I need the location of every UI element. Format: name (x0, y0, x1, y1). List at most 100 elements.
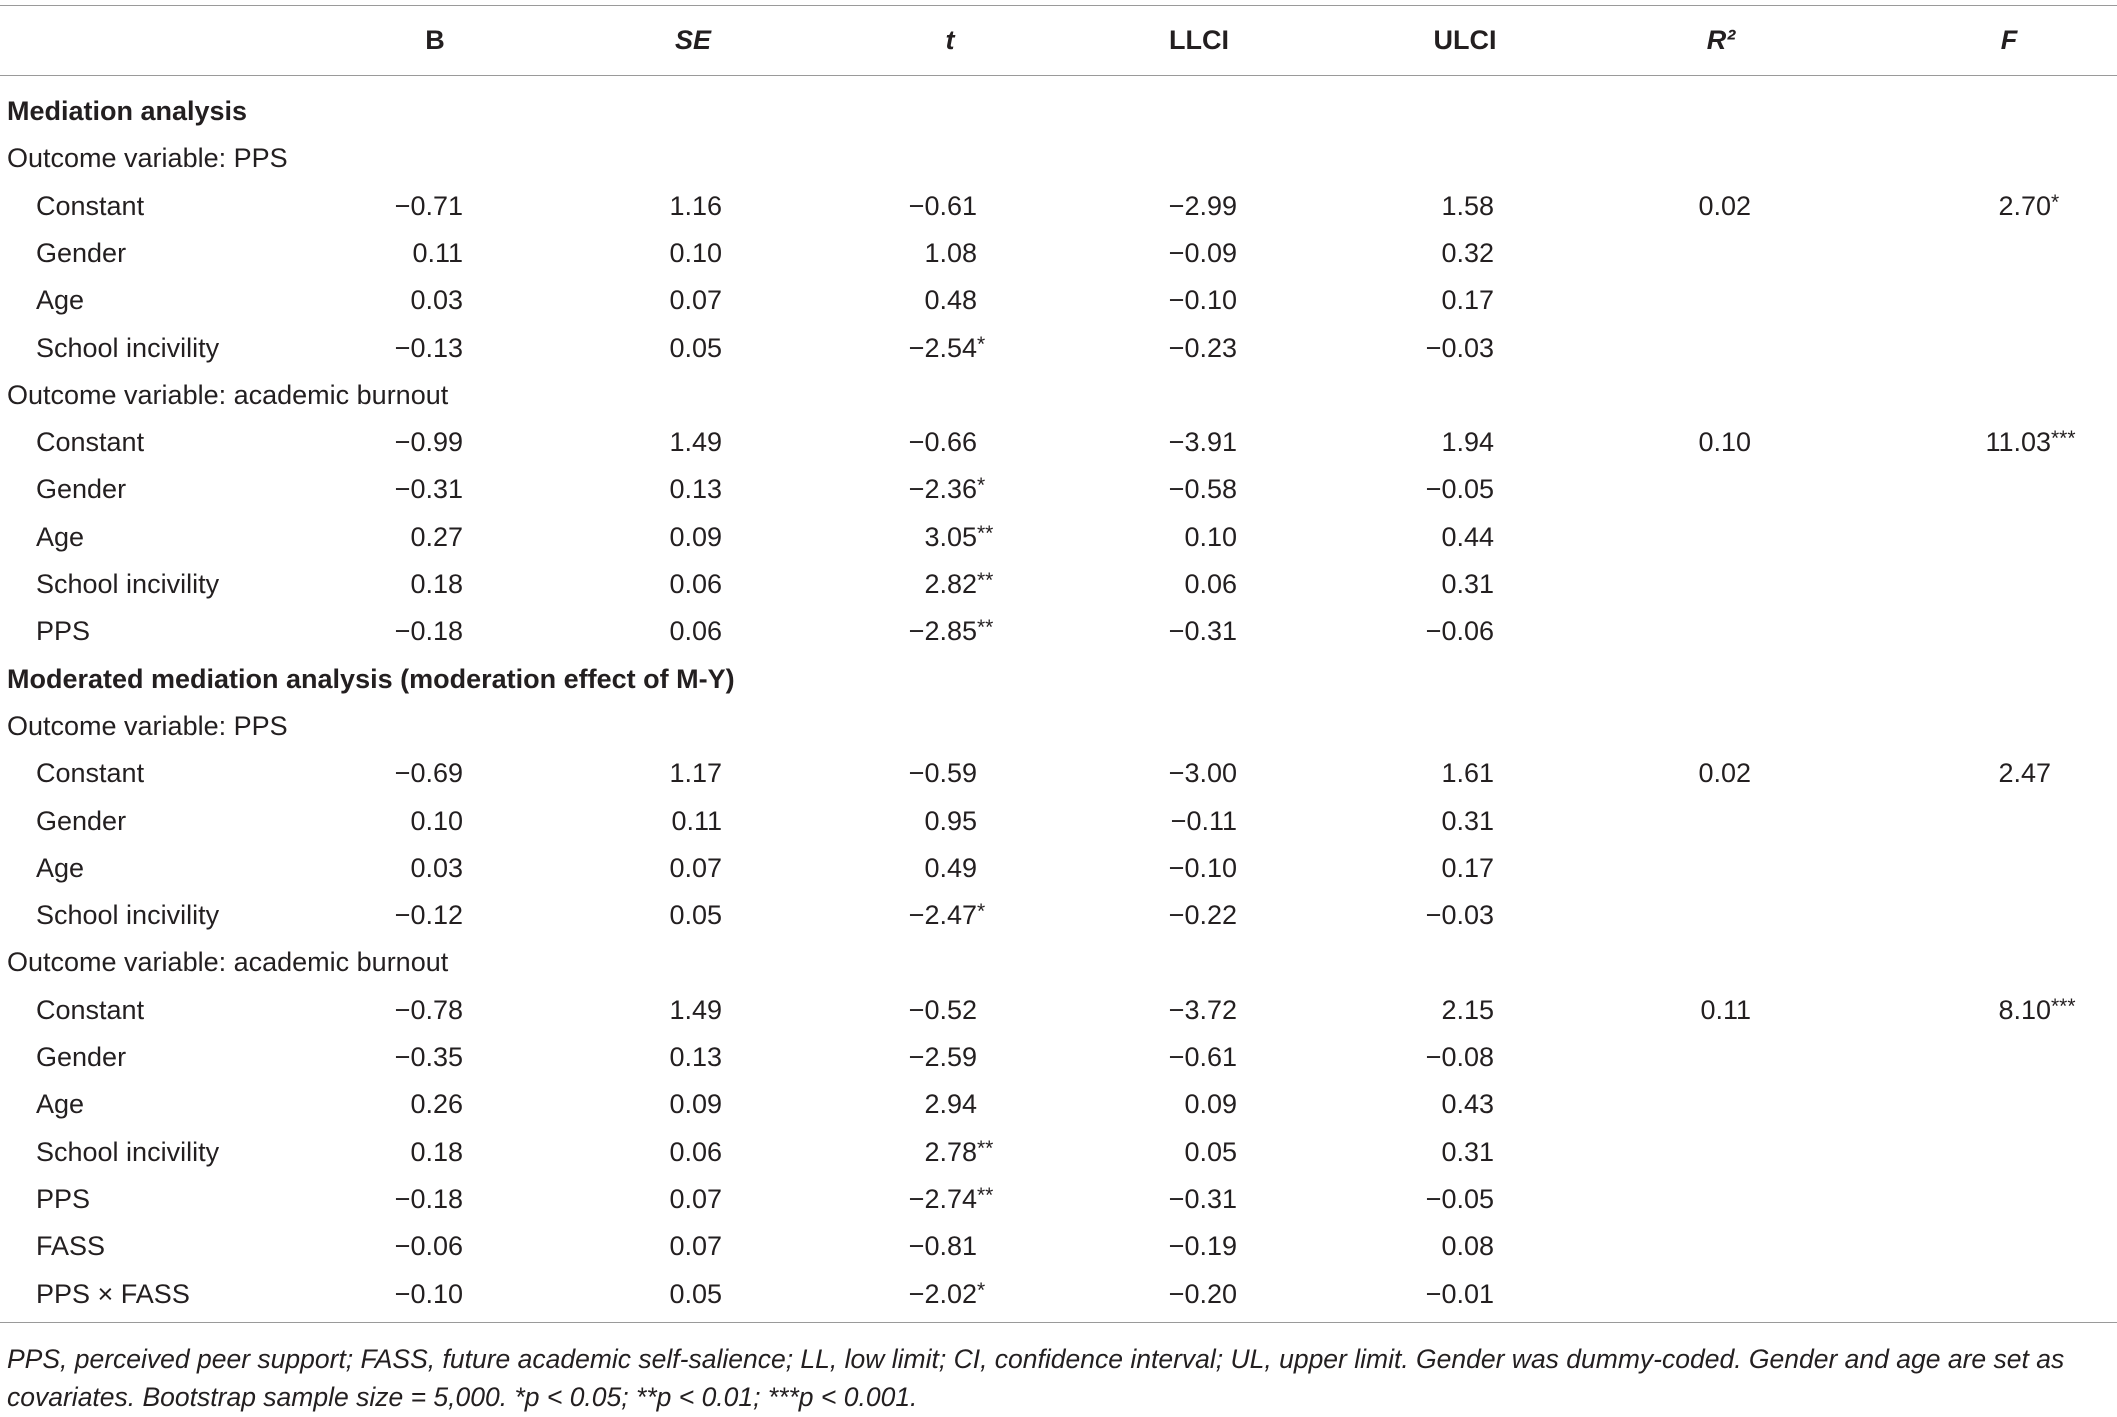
cell-value: −0.69 (394, 758, 463, 789)
cell-value: 1.16 (669, 190, 722, 221)
column-header: R² (1706, 25, 1736, 55)
cell-r2: 0.11 (1700, 994, 1751, 1025)
cell-value: 2.78 ** (924, 1136, 994, 1167)
cell-value: 0.13 (669, 474, 722, 505)
column-header: LLCI (1169, 25, 1229, 55)
cell-value: −0.10 (1168, 285, 1237, 316)
group-title: Outcome variable: academic burnout (7, 379, 449, 410)
cell-value: 2.15 (1441, 994, 1494, 1025)
cell-value: −2.36 * (908, 474, 986, 505)
cell-value: 0.06 (669, 569, 722, 599)
cell-value: 0.11 (412, 237, 463, 268)
cell-value: −0.99 (394, 427, 463, 458)
row-label: School incivility (36, 569, 220, 599)
cell-value: −0.12 (394, 900, 463, 931)
cell-value: −0.05 (1425, 1183, 1494, 1214)
cell-value: −0.06 (1425, 616, 1494, 647)
cell-value: −3.00 (1168, 758, 1237, 789)
row-label: PPS (36, 616, 91, 647)
row-label: Constant (36, 427, 145, 458)
cell-value: 0.44 (1441, 521, 1494, 552)
cell-value: 1.17 (669, 758, 722, 789)
cell-value: 0.06 (1184, 569, 1237, 599)
row-label: School incivility (36, 1136, 220, 1167)
cell-value: 0.05 (1184, 1136, 1237, 1167)
cell-value: −0.31 (1168, 1183, 1237, 1214)
group-title: Outcome variable: PPS (7, 710, 288, 741)
column-header: t (945, 25, 955, 55)
row-label: Age (36, 1089, 85, 1120)
cell-r2: 0.02 (1698, 190, 1751, 221)
cell-f: 2.47 (1998, 758, 2051, 789)
cell-value: −3.72 (1168, 994, 1237, 1025)
cell-value: −0.35 (394, 1042, 463, 1072)
cell-value: 0.09 (1184, 1089, 1237, 1120)
top-rule (0, 5, 2117, 6)
bottom-rule (0, 1322, 2117, 1323)
cell-value: 0.31 (1441, 1136, 1494, 1167)
cell-value: 0.32 (1441, 237, 1494, 268)
cell-value: 0.95 (924, 805, 977, 836)
cell-value: −0.71 (394, 190, 463, 221)
cell-value: −0.61 (908, 190, 977, 221)
section-title: Mediation analysis (7, 96, 248, 126)
cell-value: −0.20 (1168, 1278, 1237, 1309)
cell-value: −0.08 (1425, 1042, 1494, 1072)
row-label: Constant (36, 190, 145, 221)
cell-value: 1.94 (1441, 427, 1494, 458)
cell-value: −0.01 (1425, 1278, 1494, 1309)
row-label: Age (36, 285, 85, 316)
cell-f: 2.70 * (1998, 190, 2060, 221)
cell-value: 0.13 (669, 1042, 722, 1072)
cell-value: 0.07 (669, 852, 722, 883)
row-label: School incivility (36, 332, 220, 363)
cell-value: 0.05 (669, 1278, 722, 1309)
cell-value: 0.10 (1184, 521, 1237, 552)
header-rule (0, 75, 2117, 76)
footnote: PPS, perceived peer support; FASS, futur… (7, 1344, 2065, 1412)
row-label: School incivility (36, 900, 220, 931)
cell-value: −0.52 (908, 994, 977, 1025)
cell-value: 0.08 (1441, 1231, 1494, 1262)
cell-value: 0.31 (1441, 569, 1494, 599)
cell-f: 11.03 *** (1985, 427, 2076, 458)
cell-value: 1.49 (669, 994, 722, 1025)
column-header: SE (674, 25, 712, 55)
cell-value: 0.43 (1441, 1089, 1494, 1120)
cell-f: 8.10 *** (1998, 994, 2076, 1025)
row-label: PPS (36, 1183, 91, 1214)
cell-value: −0.66 (908, 427, 977, 458)
cell-r2: 0.10 (1698, 427, 1751, 458)
cell-value: −2.47 * (908, 900, 986, 931)
cell-value: 0.17 (1441, 852, 1494, 883)
cell-value: 0.31 (1441, 805, 1494, 836)
cell-value: 0.03 (410, 852, 463, 883)
cell-value: 0.05 (669, 900, 722, 931)
cell-value: 0.17 (1441, 285, 1494, 316)
cell-value: 0.11 (671, 805, 722, 836)
cell-value: 0.09 (669, 521, 722, 552)
group-title: Outcome variable: PPS (7, 143, 288, 174)
cell-value: −0.18 (394, 616, 463, 647)
cell-value: 0.27 (410, 521, 463, 552)
row-label: FASS (36, 1231, 106, 1262)
cell-value: −0.58 (1168, 474, 1237, 505)
cell-value: 3.05 ** (924, 521, 994, 552)
section-title: Moderated mediation analysis (moderation… (7, 663, 735, 694)
row-label: Gender (36, 805, 127, 836)
cell-value: 0.26 (410, 1089, 463, 1120)
cell-value: 0.48 (924, 285, 977, 316)
row-label: Gender (36, 237, 127, 268)
cell-value: 0.05 (669, 332, 722, 363)
row-label: Gender (36, 474, 127, 505)
cell-value: −0.09 (1168, 237, 1237, 268)
cell-value: −0.05 (1425, 474, 1494, 505)
cell-value: 0.49 (924, 852, 977, 883)
cell-value: −0.61 (1168, 1042, 1237, 1072)
cell-value: 2.94 (924, 1089, 977, 1120)
cell-value: 2.82 ** (924, 569, 994, 599)
cell-value: −0.06 (394, 1231, 463, 1262)
cell-value: −0.22 (1168, 900, 1237, 931)
column-header: F (2000, 25, 2018, 55)
row-label: Gender (36, 1042, 127, 1072)
